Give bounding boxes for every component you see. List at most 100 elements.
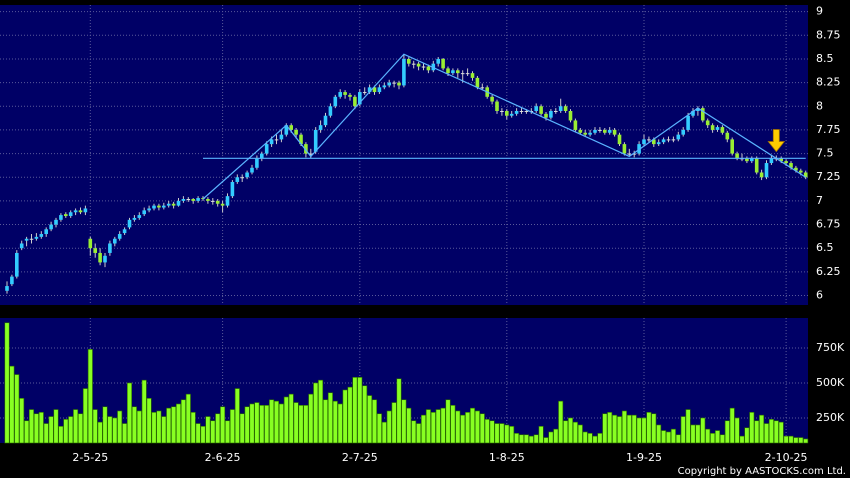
volume-bar [195,423,201,444]
candle-body [392,82,396,84]
y-tick-label: 8.25 [816,76,841,89]
candle-body [5,286,9,291]
y-tick-label: 6.25 [816,265,841,278]
volume-bar [420,414,426,444]
volume-bar [229,409,235,444]
volume-bar [239,413,245,444]
volume-bar [714,430,720,444]
candle-body [294,129,298,135]
volume-bar [729,407,735,444]
candle-body [250,167,254,173]
volume-bar [567,417,573,444]
candle-body [78,210,83,213]
volume-bar [631,414,637,444]
candle-body [539,106,543,114]
volume-bar [386,410,392,444]
candle-body [480,87,485,89]
volume-bar [19,398,25,444]
candle-body [240,177,244,179]
volume-bar [347,386,353,444]
y-tick-label: 6.75 [816,218,841,231]
volume-bar [724,420,730,444]
volume-bar [190,412,196,444]
candle-body [436,58,440,64]
volume-bar [670,428,676,444]
candle-body [652,139,656,145]
y-tick-label: 7.75 [816,123,841,136]
candle-body [211,200,215,202]
candle-body [264,144,269,154]
candle-body [147,208,151,211]
volume-bar [122,423,128,444]
candle-body [269,139,274,145]
candle-body [29,238,34,240]
copyright: Copyright by AASTOCKS.com Ltd. [678,466,846,477]
candle-body [255,158,259,168]
candle-body [759,172,764,178]
candle-body [166,203,171,206]
y-tick-label: 750K [816,341,845,354]
candle-body [411,63,416,65]
volume-bar [112,417,118,444]
volume-bar [548,431,554,444]
candle-body [402,58,406,86]
volume-bar [538,426,544,444]
volume-bar [136,410,142,444]
y-tick-label: 250K [816,411,845,424]
candle-body [588,132,592,135]
volume-bar [607,412,613,444]
volume-bar [107,416,113,444]
volume-bar [53,409,59,444]
candle-body [34,236,39,239]
candle-body [260,153,264,159]
candle-body [593,129,597,133]
y-tick-label: 500K [816,376,845,389]
candle-body [132,217,137,220]
candle-body [122,229,127,234]
candle-body [490,96,494,102]
volume-bar [582,431,588,444]
candle-body [705,120,710,126]
candle-body [710,125,715,130]
y-tick-label: 6 [816,289,823,302]
candle-body [245,172,249,178]
candle-body [568,110,573,121]
candle-body [617,134,622,145]
candle-body [534,106,538,111]
volume-bar [612,414,618,444]
volume-bar [210,420,216,444]
x-tick-label: 2-5-25 [72,451,108,464]
volume-bar [499,423,505,444]
volume-bar [479,413,485,444]
candle-body [15,252,19,277]
y-tick-label: 8 [816,99,823,112]
candle-body [127,219,132,228]
candle-body [701,108,705,121]
price-panel [0,5,808,305]
candle-body [603,129,607,133]
candle-body [19,243,24,249]
volume-bar [97,421,103,444]
candle-body [83,208,88,213]
volume-bar [313,382,319,444]
volume-bar [273,400,279,444]
volume-bar [185,393,191,444]
volume-bar [396,378,402,444]
volume-bar [225,420,231,444]
candle-body [152,205,156,209]
candle-body [313,129,318,152]
volume-bar [641,417,647,444]
candle-body [441,58,445,69]
volume-bar [509,426,515,444]
candle-body [299,134,303,145]
volume-bar [205,416,211,444]
volume-bar [166,407,172,444]
candle-body [304,144,308,154]
candle-body [10,276,14,285]
y-tick-label: 8.75 [816,28,841,41]
volume-bar [78,413,84,444]
candle-body [279,134,284,140]
candle-body [558,106,563,111]
y-tick-label: 7.5 [816,147,834,160]
candle-body [421,66,426,68]
